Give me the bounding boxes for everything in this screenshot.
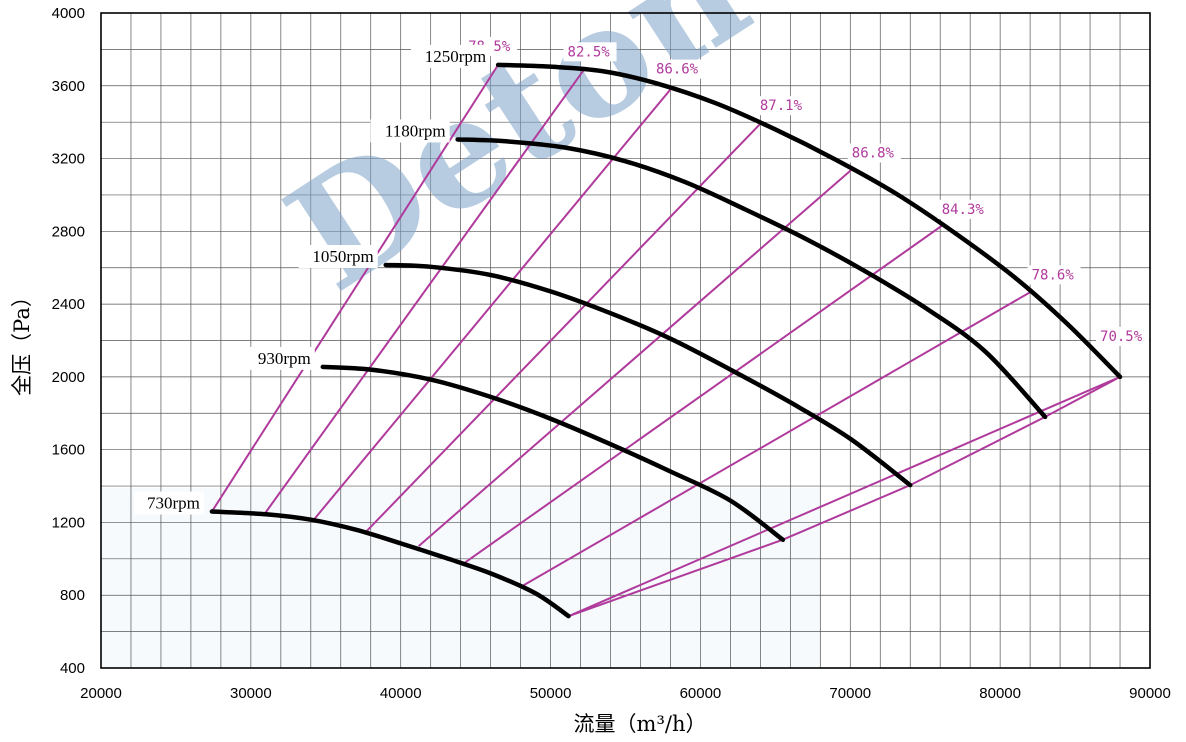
rpm-label: 1250rpm [425, 47, 486, 66]
efficiency-label-bg [1027, 265, 1081, 285]
rpm-curve [209, 509, 571, 619]
rpm-label: 1180rpm [385, 121, 446, 140]
efficiency-label-bg [651, 59, 705, 79]
rpm-label: 1050rpm [312, 247, 373, 266]
efficiency-label: 82.5% [568, 44, 611, 60]
x-tick-label: 50000 [530, 685, 572, 702]
x-tick-label: 90000 [1129, 685, 1171, 702]
x-tick-label: 20000 [80, 685, 122, 702]
y-tick-label: 2400 [52, 296, 85, 313]
efficiency-line [365, 121, 763, 533]
y-tick-label: 3600 [52, 78, 85, 95]
y-tick-label: 4000 [52, 5, 85, 22]
x-tick-label: 60000 [680, 685, 722, 702]
x-tick-label: 80000 [979, 685, 1021, 702]
efficiency-label: 86.8% [852, 145, 895, 161]
y-axis-ticks: 400 800 1200 1600 2000 2400 2800 3200 3600 4000 [52, 5, 85, 677]
rpm-label-bg [411, 44, 491, 68]
efficiency-label-bg [563, 42, 617, 62]
efficiency-line [568, 375, 1121, 618]
efficiency-label-bg [937, 199, 991, 219]
rpm-label: 730rpm [147, 494, 200, 513]
rpm-labels: 730rpm 930rpm 1050rpm 1180rpm 1250rpm [134, 44, 491, 515]
y-tick-label: 2000 [52, 369, 85, 386]
rpm-curve [495, 62, 1123, 380]
efficiency-line [521, 290, 1033, 587]
efficiency-line [211, 64, 499, 513]
rpm-curve [320, 364, 786, 542]
x-axis-title: 流量（m³/h） [574, 712, 707, 736]
y-tick-label: 2800 [52, 223, 85, 240]
efficiency-line [418, 168, 853, 547]
y-tick-label: 1200 [52, 514, 85, 531]
rpm-label-bg [134, 491, 204, 515]
efficiency-label: 84.3% [942, 202, 985, 218]
efficiency-label: 78.6% [1032, 267, 1075, 283]
efficiency-label-bg [847, 143, 901, 163]
x-axis-ticks: 20000 30000 40000 50000 60000 70000 80000 90000 [80, 685, 1171, 702]
x-tick-label: 70000 [829, 685, 871, 702]
efficiency-label: 86.6% [656, 62, 699, 78]
x-tick-label: 40000 [380, 685, 422, 702]
rpm-curve [383, 262, 913, 488]
efficiency-label: 70.5% [1100, 329, 1143, 345]
rpm-label: 930rpm [258, 349, 311, 368]
y-tick-label: 400 [60, 660, 85, 677]
plot-frame [100, 12, 1151, 669]
y-axis-title: 全压（Pa） [10, 286, 34, 396]
efficiency-line [464, 225, 943, 564]
rpm-curve [455, 137, 1048, 420]
rpm-curves [209, 62, 1123, 619]
efficiency-label-bg [1096, 326, 1150, 346]
y-tick-label: 800 [60, 587, 85, 604]
x-tick-label: 30000 [230, 685, 272, 702]
rpm-label-bg [298, 244, 378, 268]
efficiency-label: 87.1% [760, 98, 803, 114]
y-tick-label: 1600 [52, 442, 85, 459]
y-tick-label: 3200 [52, 151, 85, 168]
grid [101, 13, 1150, 668]
efficiency-label-bg [755, 96, 809, 116]
rpm-label-bg [370, 119, 450, 143]
rpm-label-bg [244, 346, 315, 370]
